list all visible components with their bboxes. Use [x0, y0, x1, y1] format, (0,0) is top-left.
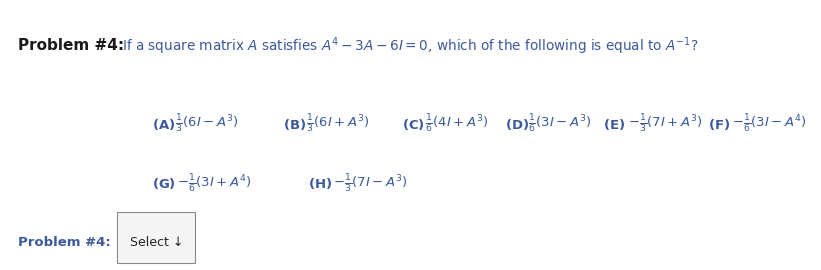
Text: $\mathbf{(F)}$: $\mathbf{(F)}$ [708, 117, 730, 132]
Text: $\mathbf{(A)}$: $\mathbf{(A)}$ [152, 117, 175, 132]
Text: $-\frac{1}{3}(7\mathit{I}-\mathit{A}^3)$: $-\frac{1}{3}(7\mathit{I}-\mathit{A}^3)$ [333, 173, 407, 195]
Text: $-\frac{1}{6}(3\mathit{I}+\mathit{A}^4)$: $-\frac{1}{6}(3\mathit{I}+\mathit{A}^4)$ [177, 173, 251, 195]
Text: $\mathbf{(C)}$: $\mathbf{(C)}$ [402, 117, 425, 132]
Text: $\mathbf{(H)}$: $\mathbf{(H)}$ [308, 176, 332, 191]
Text: $-\frac{1}{3}(7\mathit{I}+\mathit{A}^3)$: $-\frac{1}{3}(7\mathit{I}+\mathit{A}^3)$ [628, 113, 703, 135]
Text: $-\frac{1}{6}(3\mathit{I}-\mathit{A}^4)$: $-\frac{1}{6}(3\mathit{I}-\mathit{A}^4)$ [732, 113, 807, 135]
FancyBboxPatch shape [117, 212, 195, 263]
Text: Problem #4:: Problem #4: [18, 237, 111, 249]
Text: If a square matrix $\mathit{A}$ satisfies $\mathit{A}^{4} - 3\mathit{A} - 6\math: If a square matrix $\mathit{A}$ satisfie… [122, 35, 698, 57]
Text: $\frac{1}{3}(6\mathit{I}-\mathit{A}^3)$: $\frac{1}{3}(6\mathit{I}-\mathit{A}^3)$ [175, 113, 238, 135]
Text: $\mathbf{(D)}$: $\mathbf{(D)}$ [505, 117, 529, 132]
Text: $\mathbf{(B)}$: $\mathbf{(B)}$ [283, 117, 306, 132]
Text: $\frac{1}{3}(6\mathit{I}+\mathit{A}^3)$: $\frac{1}{3}(6\mathit{I}+\mathit{A}^3)$ [306, 113, 369, 135]
Text: Select ↓: Select ↓ [130, 237, 183, 249]
Text: Problem #4:: Problem #4: [18, 38, 124, 53]
Text: $\mathbf{(G)}$: $\mathbf{(G)}$ [152, 176, 176, 191]
Text: $\frac{1}{6}(4\mathit{I}+\mathit{A}^3)$: $\frac{1}{6}(4\mathit{I}+\mathit{A}^3)$ [425, 113, 488, 135]
Text: $\mathbf{(E)}$: $\mathbf{(E)}$ [603, 117, 626, 132]
Text: $\frac{1}{6}(3\mathit{I}-\mathit{A}^3)$: $\frac{1}{6}(3\mathit{I}-\mathit{A}^3)$ [528, 113, 591, 135]
